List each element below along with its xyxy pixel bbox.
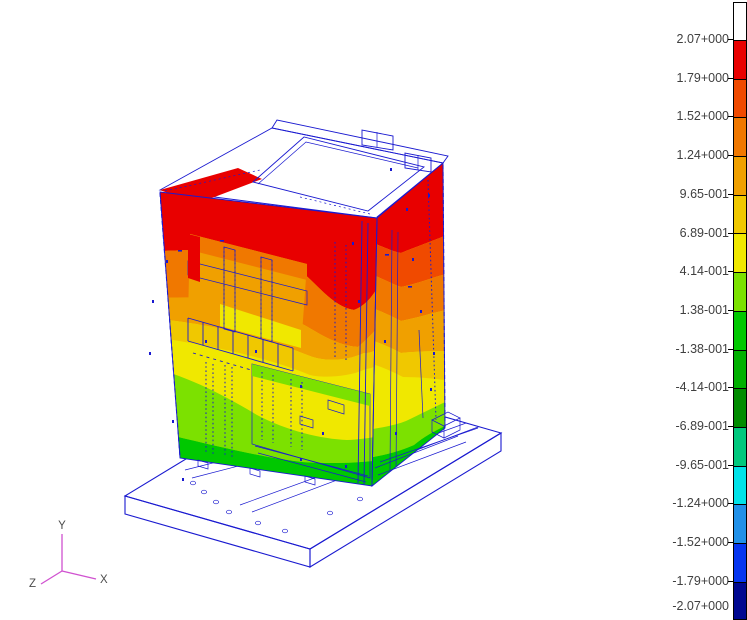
lid-tab-1	[361, 129, 394, 151]
z-axis-line	[40, 570, 63, 585]
equipment-bay-opening	[187, 234, 347, 361]
plate-bolt-holes	[190, 480, 363, 534]
colorbar-segment	[734, 40, 746, 79]
colorbar-tick	[728, 426, 733, 427]
skid-hardware	[374, 411, 479, 476]
interior-bracket	[299, 415, 314, 429]
colorbar-segment	[734, 194, 746, 234]
legend-value-label: -1.24+000	[672, 496, 729, 511]
y-axis-label: Y	[58, 520, 66, 532]
colorbar-tick	[728, 77, 733, 79]
colorbar-segment	[734, 465, 746, 505]
legend-value-label: -1.52+000	[672, 535, 729, 550]
colorbar-segment	[734, 581, 746, 619]
z-axis-label: Z	[29, 578, 36, 590]
interior-bracket	[327, 399, 345, 415]
colorbar-tick	[728, 193, 733, 195]
colorbar-tick	[728, 348, 733, 350]
coordinate-triad: Y X Z	[29, 520, 108, 590]
colorbar-tick	[728, 155, 733, 157]
legend-value-label: 1.79+000	[676, 70, 729, 85]
colorbar-segment	[734, 542, 746, 582]
colorbar-tick	[728, 580, 733, 582]
legend-value-label: -4.14-001	[675, 380, 729, 395]
x-axis-label: X	[100, 574, 108, 586]
colorbar-tick	[728, 271, 733, 273]
colorbar-tick	[728, 542, 733, 544]
colorbar-segment	[734, 117, 746, 157]
colorbar-segment	[734, 272, 746, 311]
colorbar-above-max-segment	[734, 3, 746, 40]
colorbar-segment	[734, 78, 746, 118]
legend-value-label: -6.89-001	[675, 419, 729, 433]
colorbar-segment	[734, 233, 746, 273]
legend-value-label: -2.07+000	[672, 599, 729, 613]
legend-value-label: 1.52+000	[676, 109, 729, 124]
fringe-legend: 2.07+000 1.79+000 1.52+000 1.24+000 9.65…	[632, 0, 747, 620]
lid-back-rail	[271, 119, 449, 164]
legend-value-label: 9.65-001	[679, 186, 729, 201]
colorbar-segment	[734, 388, 746, 427]
colorbar-segment	[734, 349, 746, 389]
lid-panel	[252, 136, 426, 212]
colorbar-tick	[728, 116, 733, 118]
legend-value-label: -1.79+000	[672, 573, 729, 588]
colorbar-segment	[734, 504, 746, 543]
legend-value-label: -9.65-001	[675, 457, 729, 472]
fringe-legend-bar	[733, 2, 747, 620]
colorbar-tick	[728, 309, 733, 311]
cabinet-left-face	[160, 192, 377, 486]
colorbar-tick	[728, 232, 733, 234]
colorbar-segment	[734, 310, 746, 350]
legend-value-label: 2.07+000	[676, 32, 729, 46]
legend-value-label: -1.38-001	[675, 341, 729, 356]
legend-value-label: 1.24+000	[676, 148, 729, 163]
free-edge-markers	[149, 168, 435, 481]
colorbar-tick	[728, 39, 733, 40]
grid-shelf	[187, 317, 294, 382]
lid-tab-2	[404, 152, 432, 173]
colorbar-tick	[728, 464, 733, 466]
colorbar-tick	[728, 503, 733, 505]
plate-front-right-face	[309, 432, 502, 568]
legend-value-label: 4.14-001	[679, 264, 729, 279]
colorbar-segment	[734, 426, 746, 466]
colorbar-segment	[734, 156, 746, 195]
door-opening	[251, 363, 371, 483]
plate-bracket	[431, 411, 461, 439]
colorbar-tick	[728, 387, 733, 389]
legend-value-label: 1.38-001	[679, 302, 729, 317]
x-axis-line	[61, 570, 97, 580]
legend-value-label: 6.89-001	[679, 225, 729, 240]
element-edges	[159, 162, 446, 487]
